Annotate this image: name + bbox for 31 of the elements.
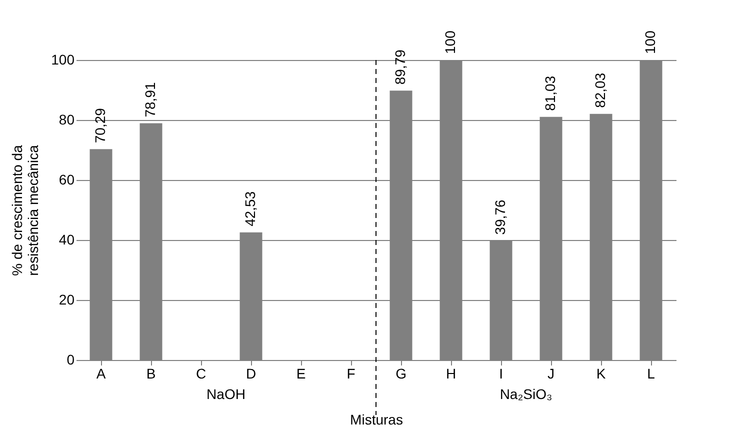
y-tick-label: 0 (66, 352, 75, 368)
y-tick-label: 80 (58, 112, 75, 128)
data-label: 100 (442, 30, 458, 54)
y-tick-label: 60 (58, 172, 75, 188)
y-tick-label: 40 (58, 232, 75, 248)
data-label: 89,79 (392, 49, 408, 85)
y-tick-label: 20 (58, 292, 75, 308)
text: NaOH (206, 386, 246, 402)
x-tick-label: K (596, 366, 606, 382)
x-tick-label: C (196, 366, 206, 382)
data-label: 78,91 (142, 82, 158, 118)
text: Na₂SiO₃ (500, 386, 552, 402)
data-label: 81,03 (542, 76, 558, 111)
data-label: 70,29 (92, 108, 108, 144)
x-tick-label: G (396, 366, 406, 382)
x-tick-label: A (96, 366, 106, 382)
x-tick-label: H (446, 366, 456, 382)
y-tick-label: 100 (51, 52, 75, 68)
data-label: 100 (642, 30, 658, 54)
x-axis-title: Misturas (350, 412, 403, 428)
x-tick-label: F (346, 366, 356, 382)
x-tick-label: I (499, 366, 503, 382)
y-axis-title: % de crescimento da resistência mecânica (9, 144, 42, 276)
data-label: 82,03 (592, 72, 608, 108)
data-label: 42,53 (242, 191, 258, 226)
x-tick-label: J (548, 366, 554, 382)
x-tick-label: D (246, 366, 256, 382)
x-tick-label: B (146, 366, 156, 382)
data-label: 39,76 (492, 199, 508, 235)
x-tick-label: L (647, 366, 656, 382)
x-tick-label: E (296, 366, 306, 382)
